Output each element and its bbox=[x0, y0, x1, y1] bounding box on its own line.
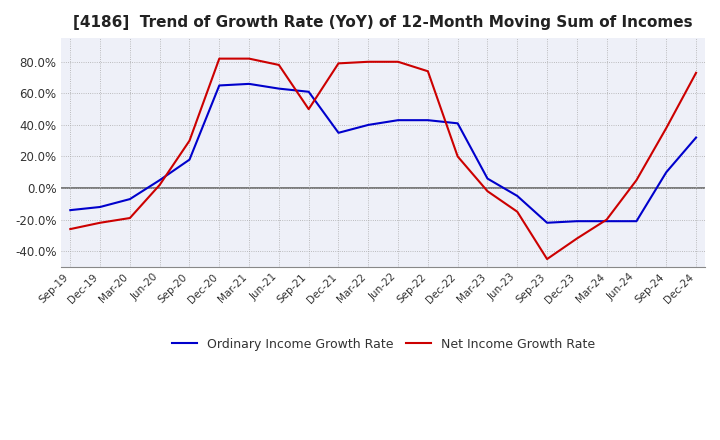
Net Income Growth Rate bbox=[334, 61, 343, 66]
Legend: Ordinary Income Growth Rate, Net Income Growth Rate: Ordinary Income Growth Rate, Net Income … bbox=[166, 331, 601, 357]
Net Income Growth Rate bbox=[364, 59, 373, 64]
Line: Net Income Growth Rate: Net Income Growth Rate bbox=[71, 59, 696, 259]
Ordinary Income Growth Rate bbox=[66, 208, 75, 213]
Ordinary Income Growth Rate bbox=[692, 135, 701, 140]
Net Income Growth Rate bbox=[66, 227, 75, 232]
Ordinary Income Growth Rate bbox=[513, 193, 521, 198]
Net Income Growth Rate bbox=[543, 257, 552, 262]
Net Income Growth Rate bbox=[483, 189, 492, 194]
Net Income Growth Rate bbox=[692, 70, 701, 76]
Net Income Growth Rate bbox=[662, 125, 670, 131]
Net Income Growth Rate bbox=[454, 154, 462, 159]
Ordinary Income Growth Rate bbox=[423, 117, 432, 123]
Net Income Growth Rate bbox=[125, 216, 134, 221]
Line: Ordinary Income Growth Rate: Ordinary Income Growth Rate bbox=[71, 84, 696, 223]
Ordinary Income Growth Rate bbox=[274, 86, 283, 91]
Net Income Growth Rate bbox=[603, 217, 611, 222]
Ordinary Income Growth Rate bbox=[185, 157, 194, 162]
Net Income Growth Rate bbox=[156, 182, 164, 187]
Ordinary Income Growth Rate bbox=[245, 81, 253, 87]
Net Income Growth Rate bbox=[572, 236, 581, 241]
Net Income Growth Rate bbox=[305, 106, 313, 112]
Ordinary Income Growth Rate bbox=[305, 89, 313, 95]
Ordinary Income Growth Rate bbox=[572, 219, 581, 224]
Net Income Growth Rate bbox=[513, 209, 521, 214]
Ordinary Income Growth Rate bbox=[632, 219, 641, 224]
Ordinary Income Growth Rate bbox=[543, 220, 552, 225]
Ordinary Income Growth Rate bbox=[215, 83, 224, 88]
Net Income Growth Rate bbox=[185, 138, 194, 143]
Net Income Growth Rate bbox=[274, 62, 283, 68]
Ordinary Income Growth Rate bbox=[454, 121, 462, 126]
Ordinary Income Growth Rate bbox=[334, 130, 343, 136]
Title: [4186]  Trend of Growth Rate (YoY) of 12-Month Moving Sum of Incomes: [4186] Trend of Growth Rate (YoY) of 12-… bbox=[73, 15, 693, 30]
Net Income Growth Rate bbox=[632, 177, 641, 183]
Ordinary Income Growth Rate bbox=[156, 177, 164, 183]
Ordinary Income Growth Rate bbox=[483, 176, 492, 181]
Ordinary Income Growth Rate bbox=[603, 219, 611, 224]
Ordinary Income Growth Rate bbox=[662, 170, 670, 175]
Ordinary Income Growth Rate bbox=[96, 204, 104, 209]
Ordinary Income Growth Rate bbox=[125, 196, 134, 202]
Ordinary Income Growth Rate bbox=[364, 122, 373, 128]
Net Income Growth Rate bbox=[215, 56, 224, 61]
Net Income Growth Rate bbox=[394, 59, 402, 64]
Net Income Growth Rate bbox=[423, 69, 432, 74]
Net Income Growth Rate bbox=[96, 220, 104, 225]
Ordinary Income Growth Rate bbox=[394, 117, 402, 123]
Net Income Growth Rate bbox=[245, 56, 253, 61]
